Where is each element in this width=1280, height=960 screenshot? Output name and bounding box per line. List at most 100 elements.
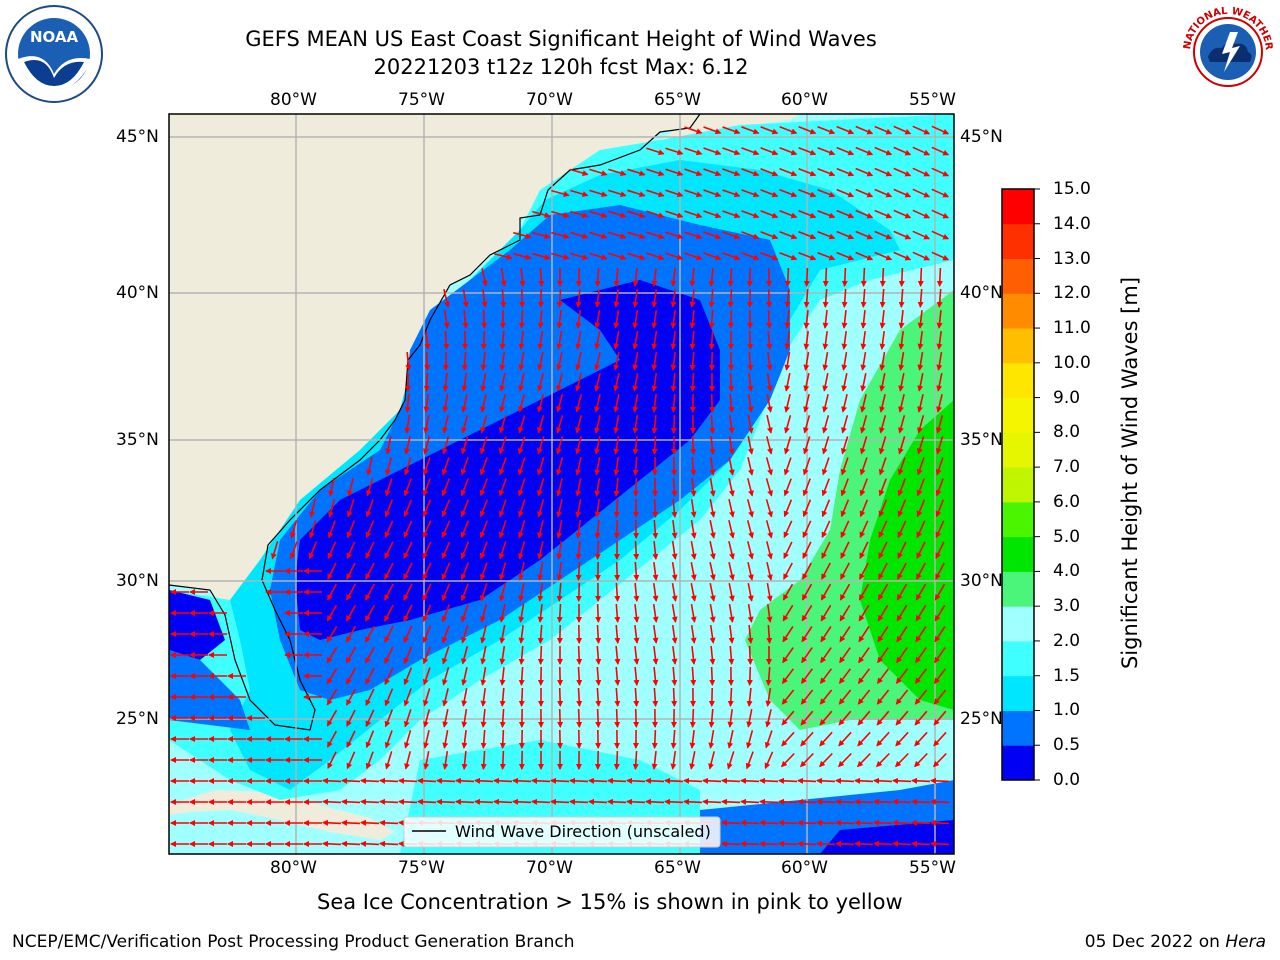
- wave-direction-arrow: [879, 373, 886, 392]
- wave-direction-arrow: [802, 499, 812, 518]
- map-legend-label: Wind Wave Direction (unscaled): [455, 822, 711, 841]
- wave-direction-arrow: [671, 540, 678, 560]
- wave-direction-arrow: [740, 840, 760, 847]
- wave-direction-arrow: [671, 687, 678, 707]
- wave-direction-arrow: [689, 310, 696, 329]
- wave-direction-arrow: [803, 373, 810, 392]
- wave-direction-arrow: [556, 394, 564, 413]
- wave-direction-arrow: [588, 798, 608, 805]
- wave-direction-arrow: [897, 457, 906, 476]
- wave-direction-arrow: [608, 189, 627, 198]
- wave-direction-arrow: [722, 231, 741, 240]
- wave-direction-arrow: [860, 310, 867, 329]
- wave-direction-arrow: [936, 310, 943, 329]
- colorbar-segment: [1002, 467, 1034, 503]
- wave-direction-arrow: [898, 394, 905, 413]
- wave-direction-arrow: [876, 710, 890, 726]
- wave-direction-arrow: [859, 478, 868, 497]
- wave-direction-arrow: [422, 520, 432, 539]
- wave-direction-arrow: [460, 457, 469, 476]
- wave-direction-arrow: [664, 777, 684, 784]
- wave-direction-arrow: [575, 582, 582, 602]
- colorbar-label: Significant Height of Wind Waves [m]: [1118, 276, 1142, 670]
- wave-direction-arrow: [309, 499, 316, 518]
- wave-direction-arrow: [403, 562, 413, 580]
- wave-direction-arrow: [892, 819, 912, 826]
- wave-direction-arrow: [857, 752, 871, 768]
- wave-direction-arrow: [442, 750, 449, 770]
- wave-direction-arrow: [708, 309, 715, 329]
- wave-direction-arrow: [879, 310, 886, 329]
- lon-label-top-75w: 75°W: [398, 90, 445, 110]
- wave-direction-arrow: [498, 415, 507, 434]
- wave-direction-arrow: [500, 267, 507, 287]
- wave-direction-arrow: [798, 167, 817, 177]
- wave-direction-arrow: [897, 520, 907, 539]
- wave-direction-arrow: [746, 499, 754, 518]
- wave-direction-arrow: [800, 752, 814, 768]
- wave-direction-arrow: [797, 798, 817, 805]
- wave-direction-arrow: [759, 819, 779, 826]
- wave-direction-arrow: [860, 351, 867, 371]
- wave-direction-arrow: [765, 520, 773, 539]
- wave-direction-arrow: [838, 752, 852, 768]
- wave-direction-arrow: [936, 330, 943, 350]
- wave-direction-arrow: [613, 456, 620, 476]
- wave-direction-arrow: [798, 230, 817, 240]
- wave-direction-arrow: [874, 251, 893, 261]
- wave-direction-arrow: [556, 520, 563, 539]
- wave-direction-arrow: [436, 777, 456, 784]
- wave-direction-arrow: [594, 415, 601, 434]
- wave-direction-arrow: [480, 709, 487, 728]
- wave-direction-arrow: [798, 125, 817, 135]
- wave-direction-arrow: [632, 268, 639, 287]
- wave-direction-arrow: [798, 209, 817, 219]
- wave-direction-arrow: [854, 819, 874, 826]
- wave-direction-arrow: [912, 167, 931, 177]
- wave-direction-arrow: [703, 147, 722, 156]
- wave-direction-arrow: [651, 394, 658, 413]
- wave-direction-arrow: [322, 777, 342, 784]
- wave-direction-arrow: [613, 750, 620, 770]
- wave-direction-arrow: [556, 540, 563, 560]
- wave-direction-arrow: [897, 562, 907, 580]
- wave-direction-arrow: [821, 457, 830, 476]
- wave-direction-arrow: [916, 520, 926, 539]
- wave-direction-arrow: [498, 520, 507, 539]
- wave-direction-arrow: [327, 499, 336, 518]
- wave-direction-arrow: [556, 562, 563, 581]
- wave-direction-arrow: [781, 731, 795, 747]
- wave-direction-arrow: [728, 583, 735, 602]
- wave-direction-arrow: [518, 373, 525, 392]
- wave-direction-arrow: [518, 562, 525, 581]
- colorbar-tick-label: 15.0: [1053, 179, 1091, 199]
- wave-direction-arrow: [722, 210, 741, 219]
- wave-direction-arrow: [803, 330, 810, 350]
- wave-direction-arrow: [479, 562, 488, 581]
- wave-direction-arrow: [671, 477, 678, 497]
- wave-direction-arrow: [365, 562, 375, 580]
- wave-direction-arrow: [665, 189, 684, 198]
- wave-direction-arrow: [570, 252, 589, 260]
- wave-direction-arrow: [443, 330, 450, 350]
- wave-direction-arrow: [746, 687, 753, 707]
- wave-direction-arrow: [854, 798, 874, 805]
- wave-direction-arrow: [897, 478, 906, 497]
- wave-direction-arrow: [802, 436, 811, 455]
- wave-direction-arrow: [760, 231, 779, 240]
- wave-direction-arrow: [575, 373, 582, 392]
- wave-direction-arrow: [384, 478, 393, 497]
- wave-direction-arrow: [633, 625, 640, 644]
- wave-direction-arrow: [480, 394, 487, 413]
- wave-direction-arrow: [499, 708, 506, 728]
- wave-direction-arrow: [915, 647, 927, 664]
- nws-logo: NATIONAL WEATHER SERVICE: [1178, 2, 1276, 100]
- wave-direction-arrow: [931, 125, 950, 135]
- wave-direction-arrow: [651, 372, 658, 392]
- wave-direction-arrow: [461, 415, 469, 434]
- wave-direction-arrow: [895, 731, 909, 747]
- wave-direction-arrow: [917, 288, 924, 308]
- wave-direction-arrow: [728, 499, 735, 518]
- wave-direction-arrow: [460, 478, 470, 497]
- wave-direction-arrow: [874, 125, 893, 135]
